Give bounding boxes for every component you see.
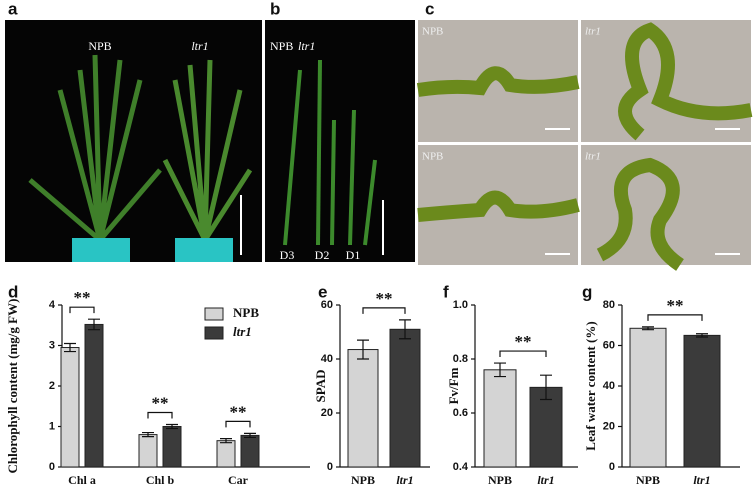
y-tick-label: 0.6 — [453, 407, 468, 419]
error-bar — [64, 342, 76, 353]
error-bar — [357, 339, 369, 360]
x-tick-label: NPB — [351, 473, 375, 487]
x-tick-label: ltr1 — [537, 473, 554, 487]
error-bar — [220, 438, 232, 444]
y-tick-label: 0 — [609, 461, 615, 473]
x-tick-label: Chl a — [68, 473, 96, 487]
x-tick-label: ltr1 — [693, 473, 710, 487]
error-bar — [142, 431, 154, 438]
y-axis-label: Leaf water content (%) — [583, 321, 598, 450]
photo-label: NPB — [88, 39, 111, 53]
bar — [683, 334, 721, 468]
y-tick-label: 60 — [603, 339, 615, 351]
significance-bracket — [647, 314, 703, 321]
significance-bracket — [362, 307, 406, 314]
panel-label: c — [425, 0, 434, 18]
significance-bracket — [225, 420, 251, 428]
y-tick-label: 3 — [49, 339, 55, 351]
y-tick-label: 40 — [603, 380, 615, 392]
leaf-label: D3 — [280, 248, 295, 262]
photo-label: ltr1 — [585, 26, 601, 38]
legend-label: NPB — [233, 305, 259, 320]
y-tick-label: 60 — [321, 299, 333, 311]
legend-swatch — [204, 326, 224, 340]
x-tick-label: NPB — [488, 473, 512, 487]
bar — [138, 434, 158, 468]
leaf-label: D1 — [346, 248, 361, 262]
error-bar — [696, 333, 708, 338]
error-bar — [399, 319, 411, 340]
significance-bracket — [499, 350, 547, 358]
y-tick-label: 1 — [49, 420, 55, 432]
error-bar — [540, 374, 552, 401]
panel-label: a — [8, 0, 18, 18]
significance: ** — [152, 393, 169, 412]
y-axis-label: Fv/Fm — [446, 367, 461, 404]
photo-label: ltr1 — [585, 151, 601, 163]
bar — [629, 327, 667, 468]
significance: ** — [74, 288, 91, 307]
y-tick-label: 20 — [321, 407, 333, 419]
plants — [28, 54, 253, 262]
panel-label: f — [443, 282, 449, 301]
panel-label: e — [318, 282, 327, 301]
y-axis-label: SPAD — [313, 370, 328, 403]
x-tick-label: Chl b — [146, 473, 175, 487]
error-bar — [166, 423, 178, 430]
bar — [483, 369, 517, 468]
bar — [162, 426, 182, 468]
bar — [389, 328, 421, 468]
significance-bracket — [147, 411, 173, 419]
legend-label: ltr1 — [233, 324, 252, 339]
micrographs — [416, 20, 753, 271]
bar — [240, 434, 260, 468]
bar — [60, 347, 80, 468]
y-tick-label: 0 — [49, 461, 55, 473]
y-tick-label: 4 — [49, 299, 56, 311]
x-tick-label: Car — [228, 473, 249, 487]
y-tick-label: 20 — [603, 420, 615, 432]
panel-label: b — [270, 0, 280, 18]
bar — [216, 440, 236, 468]
y-tick-label: 40 — [321, 353, 333, 365]
photo-label: NPB — [422, 26, 443, 38]
significance-bracket — [69, 306, 95, 314]
leaves — [283, 59, 384, 255]
bar — [529, 386, 563, 468]
y-tick-label: 0.4 — [453, 461, 469, 473]
photo-label: ltr1 — [191, 39, 208, 53]
panel-label: g — [582, 282, 592, 301]
y-tick-label: 1.0 — [453, 299, 468, 311]
error-bar — [494, 362, 506, 378]
y-tick-label: 0 — [327, 461, 333, 473]
photo-label: ltr1 — [298, 39, 315, 53]
photo-label: NPB — [422, 151, 443, 163]
error-bar — [244, 432, 256, 439]
legend-swatch — [204, 307, 224, 321]
y-tick-label: 0.8 — [453, 353, 468, 365]
photo-a — [5, 20, 262, 262]
leaf-label: D2 — [315, 248, 330, 262]
x-tick-label: NPB — [636, 473, 660, 487]
significance: ** — [515, 332, 532, 351]
y-tick-label: 80 — [603, 299, 615, 311]
x-tick-label: ltr1 — [396, 473, 413, 487]
y-tick-label: 2 — [49, 380, 55, 392]
significance: ** — [230, 402, 247, 421]
panel-label: d — [8, 282, 18, 301]
y-axis-label: Chlorophyll content (mg/g FW) — [5, 299, 20, 474]
photo-label: NPB — [270, 39, 293, 53]
significance: ** — [376, 289, 393, 308]
bar — [84, 323, 104, 468]
significance: ** — [667, 296, 684, 315]
error-bar — [88, 318, 100, 331]
bar — [347, 349, 379, 468]
error-bar — [642, 326, 654, 331]
photo-b — [265, 20, 415, 262]
